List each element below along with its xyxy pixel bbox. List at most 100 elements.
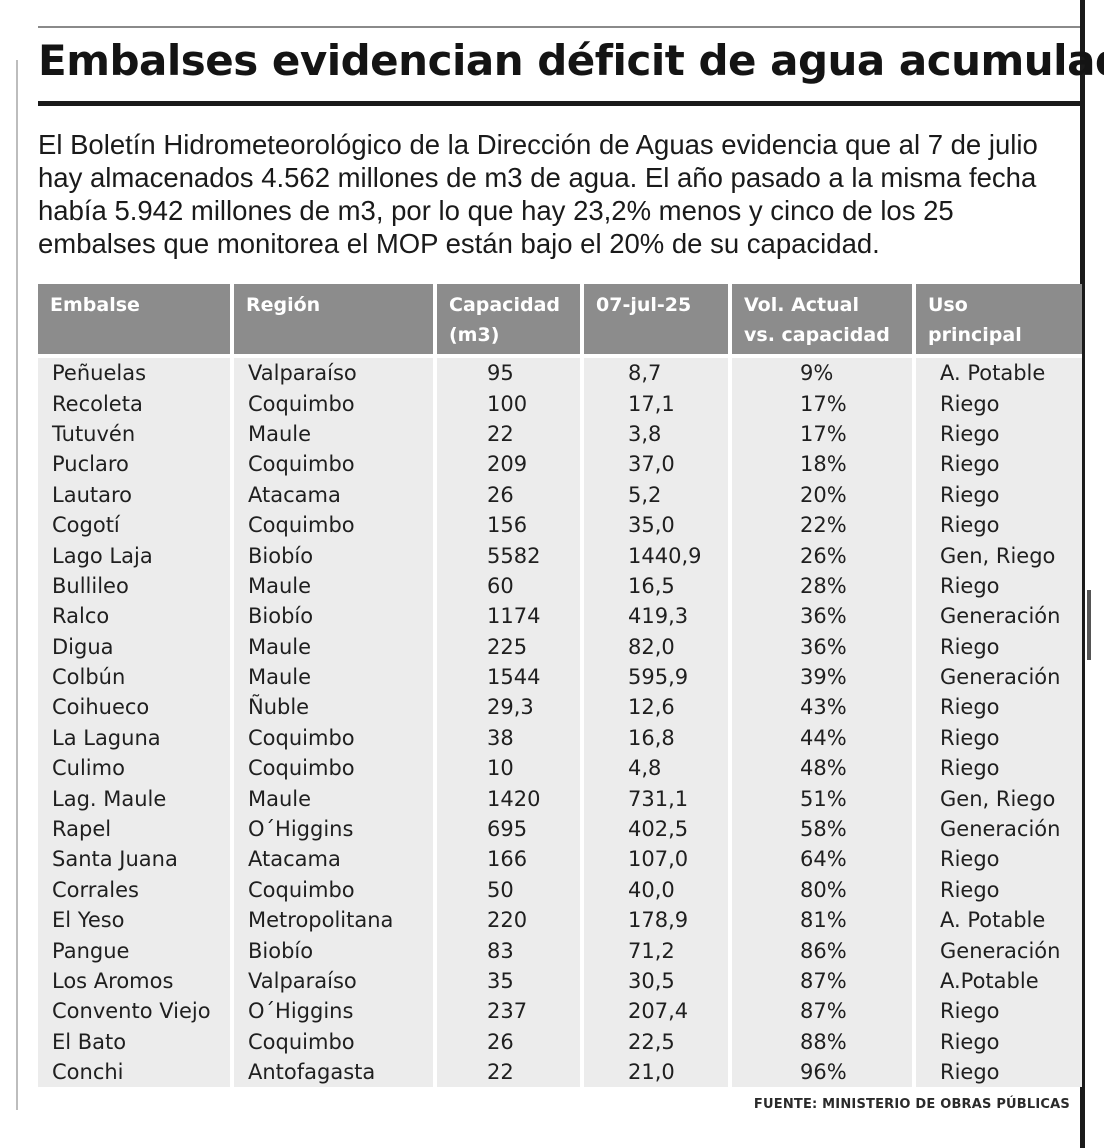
cell-uso: Generación: [914, 813, 1082, 845]
cell-fecha: 207,4: [582, 996, 732, 1027]
cell-capacidad: 10: [435, 753, 584, 784]
cell-capacidad: 26: [435, 479, 584, 510]
cell-capacidad: 50: [435, 874, 584, 906]
cell-vol-actual: 51%: [730, 783, 916, 814]
cell-embalse: Bullileo: [38, 570, 234, 602]
cell-fecha: 3,8: [582, 418, 732, 450]
cell-embalse: Lag. Maule: [38, 783, 234, 814]
table-row: Ralco Biobío 1174 419,3 36% Generación: [38, 601, 1082, 632]
cell-uso: Gen, Riego: [914, 783, 1082, 814]
cell-capacidad: 209: [435, 449, 584, 480]
cell-region: Coquimbo: [232, 874, 437, 906]
cell-vol-actual: 81%: [730, 905, 916, 936]
cell-uso: Riego: [914, 753, 1082, 784]
cell-capacidad: 5582: [435, 540, 584, 571]
header-line: (m3): [449, 324, 500, 346]
reservoir-table: Embalse Región Capacidad (m3) 07-jul-25 Vol. …: [38, 284, 1082, 1088]
cell-uso: Generación: [914, 661, 1082, 693]
cell-vol-actual: 96%: [730, 1056, 916, 1088]
cell-vol-actual: 87%: [730, 996, 916, 1027]
table-row: Corrales Coquimbo 50 40,0 80% Riego: [38, 874, 1082, 906]
cell-embalse: Digua: [38, 631, 234, 662]
cell-embalse: Los Aromos: [38, 965, 234, 997]
cell-uso: Riego: [914, 570, 1082, 602]
cell-uso: Riego: [914, 844, 1082, 875]
table-row: Recoleta Coquimbo 100 17,1 17% Riego: [38, 388, 1082, 419]
header-line: principal: [928, 324, 1022, 346]
table-row: La Laguna Coquimbo 38 16,8 44% Riego: [38, 722, 1082, 754]
cell-fecha: 30,5: [582, 965, 732, 997]
cell-fecha: 35,0: [582, 509, 732, 541]
header-line: Capacidad: [449, 294, 560, 316]
cell-vol-actual: 48%: [730, 753, 916, 784]
cell-region: Biobío: [232, 935, 437, 966]
table-row: Tutuvén Maule 22 3,8 17% Riego: [38, 418, 1082, 450]
cell-vol-actual: 39%: [730, 661, 916, 693]
cell-vol-actual: 43%: [730, 692, 916, 723]
cell-uso: Riego: [914, 874, 1082, 906]
cell-uso: Riego: [914, 418, 1082, 450]
cell-region: Coquimbo: [232, 509, 437, 541]
cell-capacidad: 29,3: [435, 692, 584, 723]
cell-fecha: 4,8: [582, 753, 732, 784]
cell-vol-actual: 28%: [730, 570, 916, 602]
cell-region: Ñuble: [232, 692, 437, 723]
cell-vol-actual: 80%: [730, 874, 916, 906]
cell-embalse: La Laguna: [38, 722, 234, 754]
header-capacidad: Capacidad (m3): [435, 284, 584, 358]
cell-uso: Riego: [914, 996, 1082, 1027]
header-line: 07-jul-25: [596, 294, 692, 316]
table-row: Cogotí Coquimbo 156 35,0 22% Riego: [38, 509, 1082, 541]
table-row: Los Aromos Valparaíso 35 30,5 87% A.Potable: [38, 965, 1082, 997]
cell-fecha: 16,8: [582, 722, 732, 754]
table-row: Convento Viejo O´Higgins 237 207,4 87% Riego: [38, 996, 1082, 1027]
intro-paragraph: El Boletín Hidrometeorológico de la Dire…: [38, 129, 1038, 259]
cell-region: Biobío: [232, 540, 437, 571]
cell-embalse: Recoleta: [38, 388, 234, 419]
cell-uso: Generación: [914, 935, 1082, 966]
cell-vol-actual: 26%: [730, 540, 916, 571]
header-vol-actual: Vol. Actual vs. capacidad: [730, 284, 916, 358]
cell-vol-actual: 88%: [730, 1026, 916, 1057]
cell-vol-actual: 17%: [730, 418, 916, 450]
cell-region: Coquimbo: [232, 753, 437, 784]
header-region: Región: [232, 284, 437, 358]
cell-embalse: Convento Viejo: [38, 996, 234, 1027]
cell-fecha: 40,0: [582, 874, 732, 906]
cell-capacidad: 1420: [435, 783, 584, 814]
cell-region: Maule: [232, 418, 437, 450]
cell-fecha: 17,1: [582, 388, 732, 419]
cell-capacidad: 100: [435, 388, 584, 419]
right-column-rule: [1080, 0, 1085, 1148]
table-body: Peñuelas Valparaíso 95 8,7 9% A. Potable Recol…: [38, 356, 1082, 1088]
cell-vol-actual: 64%: [730, 844, 916, 875]
cell-fecha: 595,9: [582, 661, 732, 693]
cell-embalse: Peñuelas: [38, 356, 234, 389]
cell-fecha: 5,2: [582, 479, 732, 510]
cell-uso: A.Potable: [914, 965, 1082, 997]
cell-vol-actual: 87%: [730, 965, 916, 997]
cell-vol-actual: 18%: [730, 449, 916, 480]
table-row: Puclaro Coquimbo 209 37,0 18% Riego: [38, 449, 1082, 480]
header-line: Embalse: [50, 294, 140, 316]
cell-region: Valparaíso: [232, 356, 437, 389]
cell-vol-actual: 9%: [730, 356, 916, 389]
cell-vol-actual: 22%: [730, 509, 916, 541]
cell-fecha: 82,0: [582, 631, 732, 662]
header-line: vs. capacidad: [744, 324, 890, 346]
cell-region: Maule: [232, 783, 437, 814]
cell-region: Atacama: [232, 479, 437, 510]
cell-region: Maule: [232, 570, 437, 602]
table-row: Colbún Maule 1544 595,9 39% Generación: [38, 661, 1082, 693]
cell-region: Coquimbo: [232, 1026, 437, 1057]
cell-region: Antofagasta: [232, 1056, 437, 1088]
table-row: El Yeso Metropolitana 220 178,9 81% A. Potabl…: [38, 905, 1082, 936]
cell-uso: Riego: [914, 1026, 1082, 1057]
cell-uso: Riego: [914, 692, 1082, 723]
cell-fecha: 12,6: [582, 692, 732, 723]
cell-uso: A. Potable: [914, 356, 1082, 389]
table-row: El Bato Coquimbo 26 22,5 88% Riego: [38, 1026, 1082, 1057]
table-header-row: Embalse Región Capacidad (m3) 07-jul-25 Vol. …: [38, 284, 1082, 358]
cell-uso: Generación: [914, 601, 1082, 632]
right-edge-mark: [1087, 590, 1091, 660]
